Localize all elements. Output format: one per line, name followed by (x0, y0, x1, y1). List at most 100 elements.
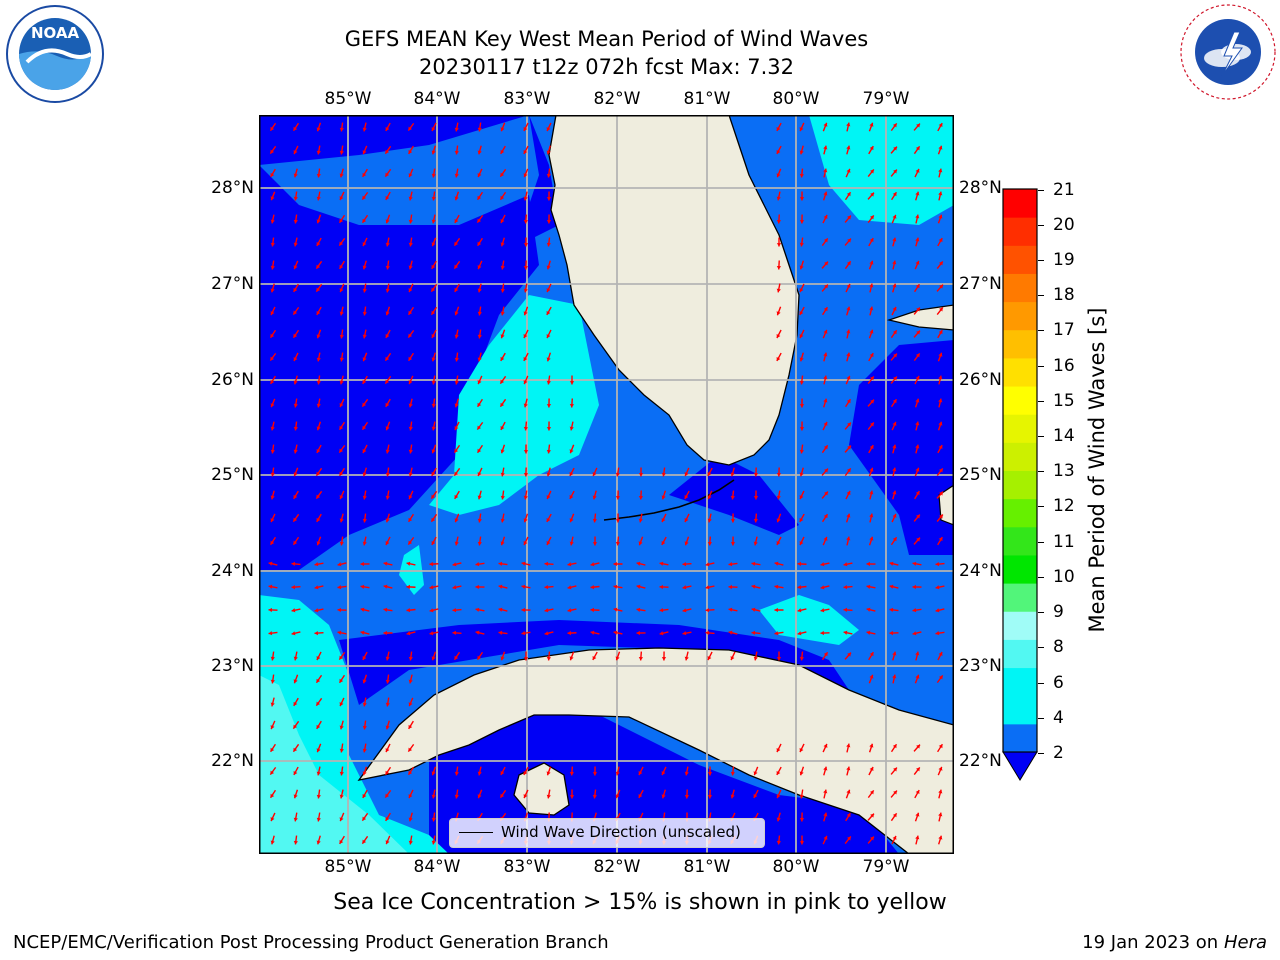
wind-wave-arrowhead (383, 584, 388, 589)
lat-label-right-25n: 25°N (959, 465, 1002, 485)
colorbar-tick-label: 17 (1053, 320, 1075, 340)
wind-wave-arrowhead (339, 288, 344, 293)
wind-wave-arrowhead (385, 402, 390, 407)
legend-line-icon (459, 832, 493, 833)
wind-wave-arrowhead (753, 793, 758, 798)
field-band-lt2-south (339, 620, 849, 705)
wind-wave-arrowhead (823, 329, 828, 334)
wind-wave-arrowhead (915, 651, 920, 656)
wind-wave-arrowhead (339, 311, 344, 316)
wind-wave-arrowhead (500, 495, 505, 500)
colorbar-title: Mean Period of Wind Waves [s] (1085, 307, 1109, 633)
wind-wave-arrowhead (567, 585, 572, 590)
wind-wave-arrowhead (915, 467, 920, 472)
land-bahamas-north (886, 304, 954, 331)
wind-wave-arrowhead (776, 518, 781, 523)
wind-wave-arrowhead (892, 399, 897, 404)
wind-wave-arrowhead (776, 126, 781, 131)
wind-wave-arrowhead (705, 630, 710, 636)
wind-wave-arrowhead (938, 835, 943, 840)
wind-wave-arrowhead (270, 793, 275, 798)
wind-wave-arrowhead (408, 817, 413, 822)
wind-wave-arrowhead (866, 607, 871, 612)
wind-wave-arrowhead (293, 724, 298, 729)
wind-wave-arrowhead (661, 518, 666, 523)
credit-date: 19 Jan 2023 on (1082, 932, 1219, 953)
wind-wave-arrowhead (938, 812, 943, 817)
wind-wave-arrowhead (892, 306, 897, 311)
wind-wave-arrowhead (892, 123, 897, 128)
wind-wave-arrowhead (916, 307, 920, 312)
wind-wave-arrowhead (454, 794, 459, 799)
wind-wave-arrowhead (270, 702, 275, 707)
wind-wave-arrowhead (799, 173, 805, 178)
wind-wave-arrowhead (408, 747, 413, 752)
map-legend: Wind Wave Direction (unscaled) (449, 818, 765, 848)
wind-wave-arrowhead (270, 770, 275, 775)
wind-wave-arrowhead (452, 585, 457, 590)
wind-wave-arrowhead (869, 743, 874, 748)
colorbar-tick-label: 20 (1053, 215, 1075, 235)
wind-wave-arrowhead (892, 237, 897, 242)
wind-wave-arrowhead (546, 127, 551, 132)
wind-wave-arrowhead (339, 839, 344, 844)
wind-wave-arrowhead (684, 472, 689, 477)
wind-wave-arrowhead (569, 403, 575, 408)
wind-wave-arrowhead (316, 334, 321, 339)
wind-wave-arrowhead (339, 334, 344, 339)
wind-wave-arrowhead (567, 630, 571, 636)
wind-wave-arrowhead (938, 766, 943, 771)
wind-wave-arrowhead (869, 513, 874, 518)
wind-wave-arrowhead (293, 747, 298, 752)
wind-wave-arrowhead (935, 631, 940, 636)
wind-wave-arrowhead (385, 126, 390, 131)
wind-wave-arrowhead (339, 380, 344, 385)
wind-wave-arrowhead (270, 265, 275, 270)
wind-wave-arrowhead (893, 790, 897, 795)
wind-wave-arrowhead (408, 770, 413, 775)
wind-wave-arrowhead (316, 840, 321, 845)
wind-wave-arrowhead (546, 334, 551, 339)
wind-wave-arrowhead (362, 679, 367, 684)
lat-label-right-28n: 28°N (959, 178, 1002, 198)
wind-wave-arrowhead (705, 562, 710, 567)
colorbar-tick-mark (1038, 647, 1044, 648)
wind-wave-arrowhead (293, 380, 298, 385)
wind-wave-arrowhead (799, 334, 804, 339)
wind-wave-arrowhead (870, 836, 874, 841)
wind-wave-arrowhead (889, 584, 894, 589)
wind-wave-arrowhead (546, 404, 552, 408)
wind-wave-arrowhead (684, 656, 689, 661)
wind-wave-arrowhead (938, 191, 943, 196)
colorbar-swatch (1003, 695, 1037, 725)
wind-wave-arrowhead (385, 793, 390, 798)
wind-wave-arrowhead (293, 403, 298, 408)
wind-wave-arrowhead (730, 794, 735, 799)
wind-wave-arrowhead (799, 427, 805, 431)
wind-wave-arrowhead (383, 561, 388, 566)
wind-wave-arrowhead (659, 608, 664, 613)
colorbar-tick-mark (1038, 225, 1044, 226)
wind-wave-arrowhead (523, 173, 528, 178)
wind-wave-arrowhead (799, 265, 804, 270)
wind-wave-arrowhead (916, 744, 920, 749)
wind-wave-arrowhead (728, 607, 733, 612)
wind-wave-arrowhead (846, 813, 851, 818)
wind-wave-arrowhead (546, 150, 551, 155)
wind-wave-arrowhead (546, 173, 551, 178)
wind-wave-arrowhead (776, 495, 781, 500)
wind-wave-arrowhead (293, 701, 298, 706)
wind-wave-arrowhead (889, 630, 893, 636)
colorbar-tick-mark (1038, 295, 1044, 296)
wind-wave-arrowhead (892, 813, 897, 818)
wind-wave-arrowhead (638, 541, 643, 546)
wind-wave-arrowhead (316, 127, 321, 132)
lon-label-top-85w: 85°W (324, 89, 372, 109)
wind-wave-arrowhead (429, 631, 434, 636)
wind-wave-arrowhead (293, 794, 298, 799)
wind-wave-arrowhead (846, 352, 851, 357)
lon-label-bottom-82w: 82°W (593, 857, 641, 877)
wind-wave-arrowhead (293, 196, 298, 201)
wind-wave-arrowhead (823, 536, 828, 541)
wind-wave-arrowhead (846, 766, 851, 771)
